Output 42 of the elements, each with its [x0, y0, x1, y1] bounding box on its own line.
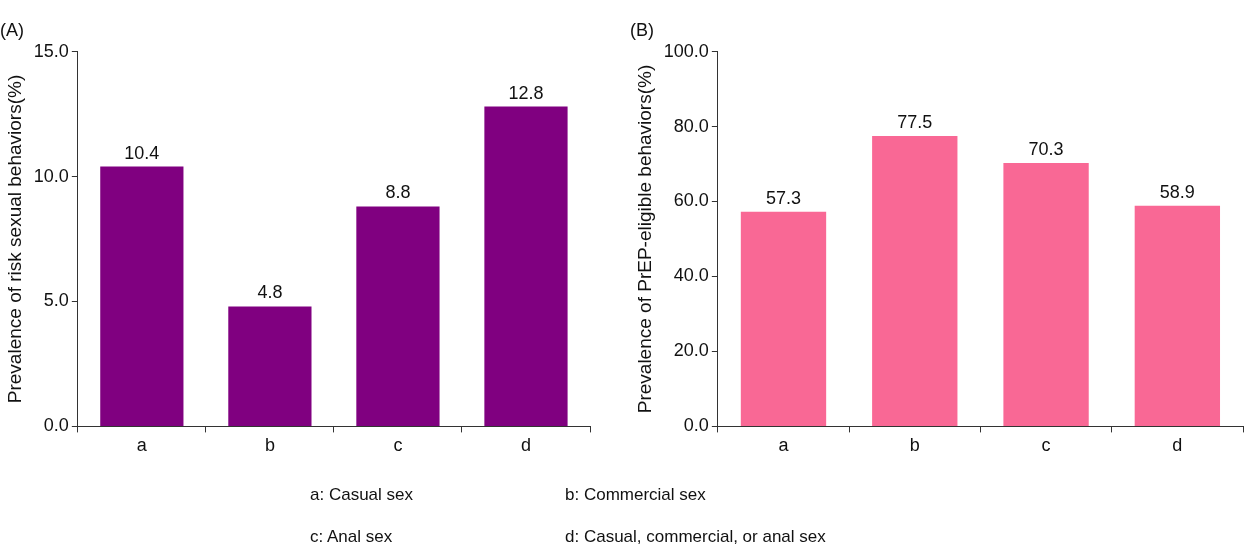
y-axis-title: Prevalence of PrEP-eligible behaviors(%)	[633, 64, 655, 414]
x-tick-label: d	[1172, 435, 1183, 456]
data-label: 58.9	[1159, 181, 1195, 202]
y-tick-label: 0.0	[43, 415, 69, 436]
bar	[740, 211, 827, 426]
chart-title: (A)	[0, 19, 24, 40]
data-label: 57.3	[765, 187, 802, 208]
y-tick-label: 0.0	[683, 415, 709, 436]
data-label: 77.5	[897, 111, 933, 132]
y-tick-label: 15.0	[33, 40, 69, 61]
bar	[1134, 205, 1221, 426]
x-tick-label: c	[1041, 435, 1051, 456]
data-label: 70.3	[1028, 138, 1064, 159]
y-tick-label: 20.0	[673, 340, 709, 361]
y-tick-label: 100.0	[663, 40, 709, 61]
x-tick-label: d	[520, 435, 531, 456]
text: a: Casual sex	[310, 485, 414, 505]
y-tick-label: 60.0	[673, 190, 709, 211]
x-tick-label: a	[778, 435, 790, 456]
bar	[356, 206, 440, 426]
x-tick-label: a	[136, 435, 148, 456]
bar	[484, 106, 568, 426]
x-tick-label: b	[909, 435, 920, 456]
y-tick-label: 5.0	[43, 290, 69, 311]
chart-title: (B)	[630, 19, 654, 40]
data-label: 4.8	[257, 282, 283, 303]
x-tick-label: c	[393, 435, 403, 456]
x-tick-label: b	[264, 435, 275, 456]
text: c: Anal sex	[310, 527, 394, 547]
y-tick-label: 40.0	[673, 265, 709, 286]
bar	[1003, 162, 1089, 426]
bar	[872, 135, 958, 426]
y-tick-label: 10.0	[33, 165, 69, 186]
data-label: 10.4	[124, 142, 160, 163]
y-axis-title: Prevalence of risk sexual behaviors(%)	[3, 74, 25, 404]
bar	[228, 306, 312, 426]
data-label: 12.8	[508, 82, 544, 103]
data-label: 8.8	[385, 182, 411, 203]
text: b: Commercial sex	[565, 485, 707, 505]
y-tick-label: 80.0	[673, 115, 709, 136]
bar	[100, 166, 184, 426]
text: d: Casual, commercial, or anal sex	[565, 527, 827, 547]
